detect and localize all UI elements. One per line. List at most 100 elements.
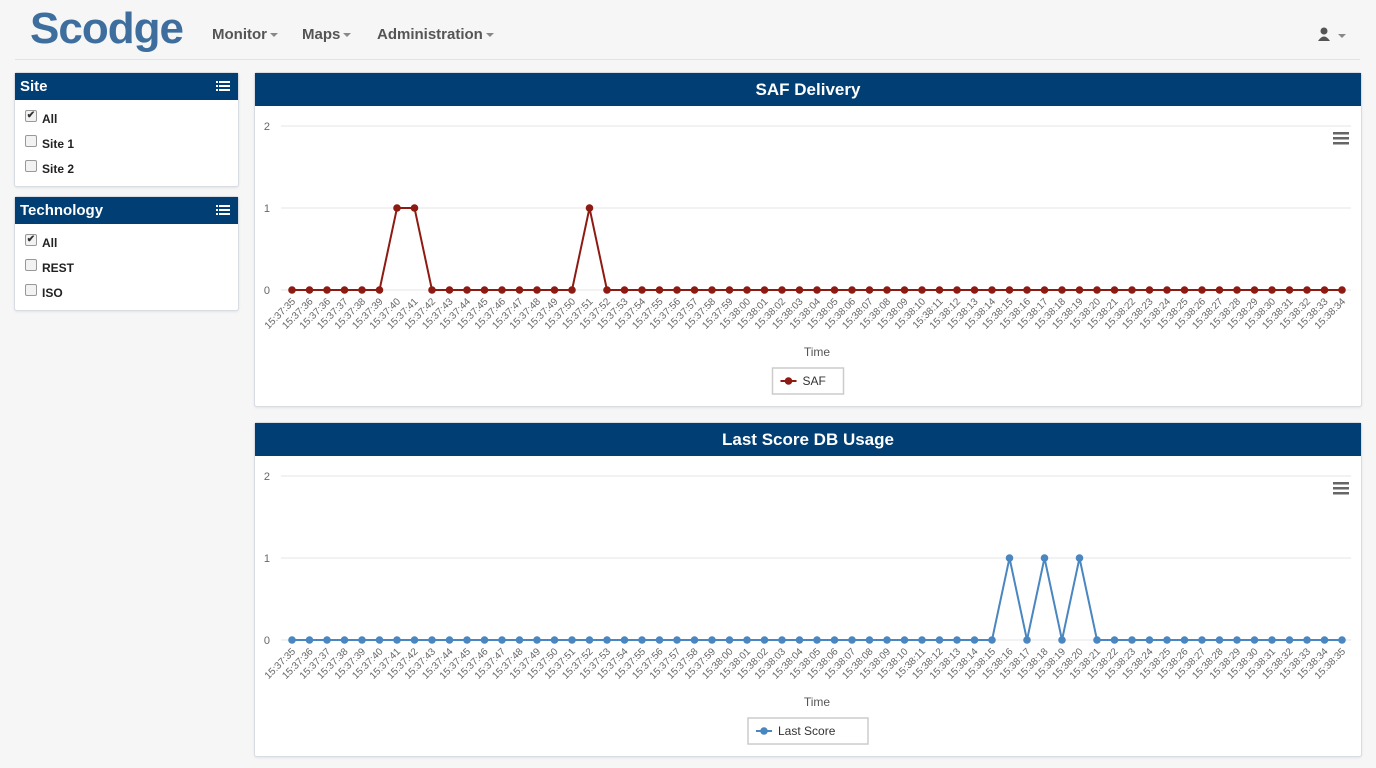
data-point bbox=[690, 286, 699, 294]
option-label: Site 2 bbox=[42, 161, 75, 176]
menu-item[interactable]: Maps bbox=[302, 26, 352, 43]
icon-bar bbox=[219, 81, 230, 83]
data-point bbox=[1145, 636, 1154, 644]
data-point bbox=[1338, 636, 1346, 644]
chart-panel: SAF Delivery 0 1 2 15:37:35 15:37:36 15:37:36 1… bbox=[254, 72, 1362, 407]
data-point bbox=[323, 636, 331, 644]
data-point bbox=[883, 636, 891, 644]
menu-icon bbox=[1333, 492, 1349, 495]
data-point bbox=[673, 636, 681, 644]
series-line bbox=[292, 557, 1342, 641]
data-point bbox=[1058, 636, 1066, 644]
icon-bar bbox=[216, 85, 218, 87]
panel-title: Technology bbox=[15, 197, 238, 224]
data-point bbox=[778, 636, 786, 644]
checkbox[interactable] bbox=[25, 134, 37, 147]
data-point bbox=[813, 286, 821, 294]
data-point bbox=[1075, 286, 1084, 294]
menu-label: Maps bbox=[302, 26, 341, 43]
data-point bbox=[795, 286, 804, 294]
chart-panel: Last Score DB Usage 0 1 2 15:37:35 15:37:36 15… bbox=[254, 422, 1362, 757]
data-point bbox=[1198, 286, 1206, 294]
data-point bbox=[375, 286, 384, 294]
data-point bbox=[445, 286, 454, 294]
icon-bar bbox=[219, 89, 230, 91]
data-point bbox=[568, 636, 576, 644]
menu-icon bbox=[1333, 482, 1349, 485]
data-point bbox=[848, 636, 856, 644]
option[interactable]: ✔ All bbox=[15, 230, 238, 255]
option[interactable]: REST bbox=[15, 255, 238, 280]
data-point bbox=[1163, 286, 1171, 294]
icon-bar bbox=[219, 85, 230, 87]
list-icon[interactable] bbox=[216, 81, 230, 93]
option-label: All bbox=[42, 111, 58, 126]
data-point bbox=[620, 286, 629, 294]
data-point bbox=[865, 286, 874, 294]
data-point bbox=[918, 286, 926, 294]
data-point bbox=[988, 636, 996, 644]
data-point bbox=[638, 286, 646, 294]
data-point bbox=[638, 636, 646, 644]
brand[interactable]: Scodge bbox=[30, 4, 184, 53]
data-point bbox=[970, 286, 979, 294]
icon-bar bbox=[216, 209, 218, 211]
option-label: REST bbox=[42, 260, 75, 275]
data-point bbox=[708, 286, 716, 294]
y-tick-label: 1 bbox=[264, 203, 270, 215]
option[interactable]: ISO bbox=[15, 280, 238, 305]
legend-label: SAF bbox=[803, 374, 826, 388]
data-point bbox=[358, 286, 366, 294]
data-point bbox=[410, 204, 419, 212]
menu-item[interactable]: Monitor bbox=[212, 26, 278, 43]
data-point bbox=[1005, 286, 1014, 294]
data-point bbox=[1163, 636, 1171, 644]
list-icon[interactable] bbox=[216, 205, 230, 217]
data-point bbox=[725, 636, 734, 644]
option[interactable]: Site 1 bbox=[15, 131, 238, 156]
checkbox[interactable]: ✔ bbox=[25, 109, 37, 122]
data-point bbox=[760, 636, 769, 644]
option[interactable]: ✔ All bbox=[15, 106, 238, 131]
data-point bbox=[1268, 636, 1276, 644]
data-point bbox=[1128, 636, 1136, 644]
option[interactable]: Site 2 bbox=[15, 156, 238, 181]
y-tick-label: 2 bbox=[264, 121, 270, 133]
data-point bbox=[463, 286, 471, 294]
user-menu[interactable] bbox=[1318, 27, 1348, 43]
icon-bar bbox=[219, 205, 230, 207]
menu-icon bbox=[1333, 142, 1349, 145]
data-point bbox=[743, 286, 751, 294]
y-tick-label: 0 bbox=[264, 635, 270, 647]
data-point bbox=[795, 636, 804, 644]
data-point bbox=[515, 636, 524, 644]
y-tick-label: 2 bbox=[264, 471, 270, 483]
data-point bbox=[305, 636, 314, 644]
checkbox[interactable]: ✔ bbox=[25, 233, 37, 246]
data-point bbox=[900, 636, 909, 644]
chart: 01215:37:3515:37:3615:37:3715:37:3815:37… bbox=[263, 471, 1351, 745]
data-point bbox=[340, 636, 349, 644]
data-point bbox=[725, 286, 734, 294]
option-label: All bbox=[42, 235, 58, 250]
data-point bbox=[970, 636, 979, 644]
data-point bbox=[550, 636, 559, 644]
data-point bbox=[918, 636, 926, 644]
data-point bbox=[1023, 286, 1031, 294]
filter-panel: Technology ✔ All REST ISO bbox=[14, 196, 239, 311]
data-point bbox=[585, 204, 594, 212]
chart-title: SAF Delivery bbox=[255, 73, 1361, 106]
checkbox[interactable] bbox=[25, 283, 37, 296]
data-point bbox=[1040, 286, 1049, 294]
checkbox[interactable] bbox=[25, 258, 37, 271]
data-point bbox=[480, 636, 489, 644]
data-point bbox=[305, 286, 314, 294]
data-point bbox=[1338, 286, 1346, 294]
data-point bbox=[865, 636, 874, 644]
checkbox[interactable] bbox=[25, 159, 37, 172]
menu-item[interactable]: Administration bbox=[377, 26, 494, 43]
data-point bbox=[813, 636, 821, 644]
data-point bbox=[603, 636, 611, 644]
data-point bbox=[673, 286, 681, 294]
legend-marker bbox=[760, 727, 768, 735]
